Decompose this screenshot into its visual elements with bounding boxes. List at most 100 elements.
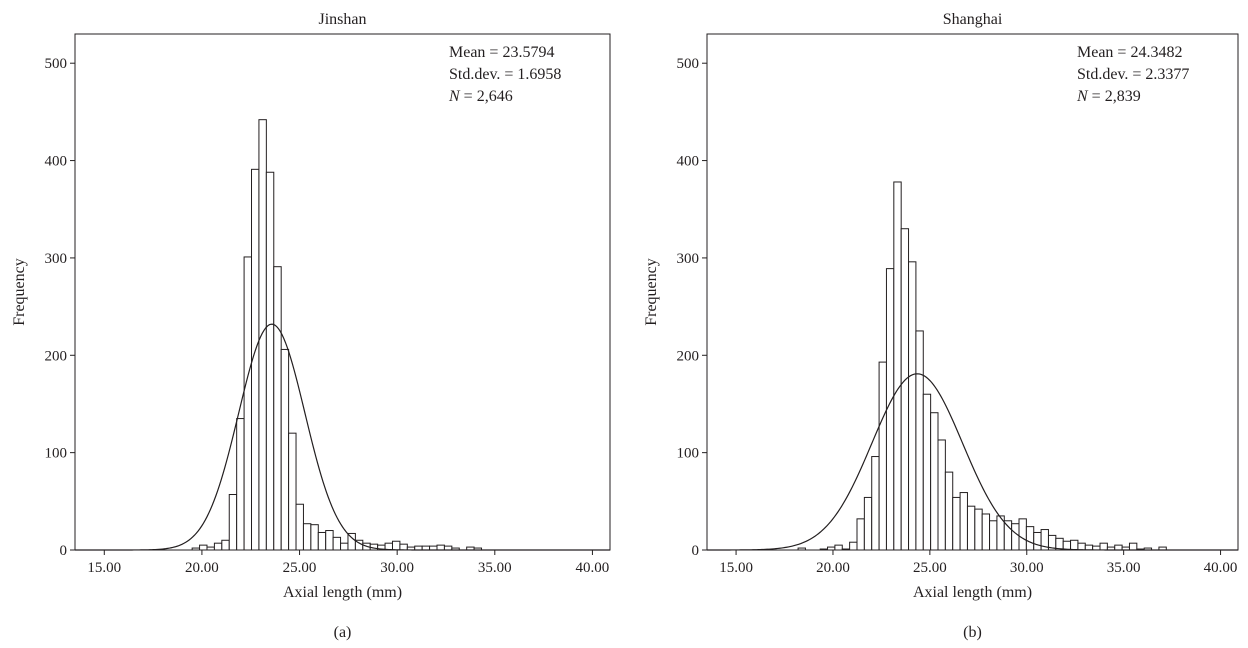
y-axis-label: Frequency: [643, 258, 660, 326]
stats-n-value: = 2,839: [1088, 88, 1141, 105]
y-axis-label: Frequency: [11, 258, 28, 326]
histogram-bar: [213, 542, 223, 551]
histogram-bar: [1011, 523, 1020, 551]
histogram-bar: [878, 361, 887, 551]
histogram-bar: [340, 542, 349, 551]
histogram-bar: [436, 544, 445, 551]
y-tick-label: 300: [677, 251, 700, 267]
histogram-bar: [849, 541, 858, 551]
stats-n-value: = 2,646: [460, 88, 513, 105]
y-tick-label: 200: [677, 348, 700, 364]
histogram-bar: [302, 523, 312, 551]
histogram-bar: [871, 456, 880, 551]
histogram-bar: [952, 496, 961, 551]
x-tick-label: 40.00: [576, 560, 610, 576]
x-axis-label: Axial length (mm): [913, 584, 1032, 601]
y-tick-label: 200: [45, 348, 68, 364]
histogram-bar: [930, 412, 939, 551]
x-tick-label: 35.00: [478, 560, 512, 576]
stats-n: N = 2,646: [448, 88, 513, 105]
panel-b: 0 100 200 300 400 500 15.00 20.00 25.00 30.00 35.0…: [643, 11, 1239, 641]
histogram-bar: [221, 539, 230, 551]
histogram-bar: [1003, 520, 1013, 551]
histogram-bars: [191, 119, 483, 551]
y-tick-label: 400: [45, 154, 68, 170]
x-tick-label: 30.00: [1010, 560, 1044, 576]
histogram-bar: [944, 471, 954, 551]
histogram-bar: [399, 543, 408, 551]
x-tick-label: 40.00: [1204, 560, 1238, 576]
x-tick-label: 30.00: [380, 560, 414, 576]
histogram-bar: [288, 432, 297, 551]
x-tick-label: 15.00: [719, 560, 753, 576]
histogram-bar: [1128, 542, 1138, 551]
histogram-bar: [273, 266, 282, 551]
histogram-bar: [325, 530, 334, 551]
histogram-bar: [295, 503, 304, 551]
histogram-bar: [265, 171, 275, 551]
histogram-bar: [981, 513, 991, 551]
y-tick-label: 100: [45, 446, 68, 462]
histogram-bar: [893, 181, 902, 551]
stats-mean: Mean = 24.3482: [1077, 44, 1182, 61]
normal-curve: [75, 323, 610, 551]
stats-sd: Std.dev. = 2.3377: [1077, 66, 1189, 83]
histogram-bar: [243, 256, 253, 551]
histogram-bar: [310, 524, 319, 551]
histogram-bar: [199, 544, 208, 551]
panel-label: (b): [963, 624, 982, 641]
histogram-bar: [915, 330, 924, 551]
histogram-bar: [1114, 544, 1123, 551]
y-tick-label: 500: [45, 56, 68, 72]
histogram-bar: [863, 496, 873, 551]
chart-title: Jinshan: [319, 11, 367, 28]
stats-n-symbol: N: [448, 88, 461, 105]
y-tick-label: 100: [677, 446, 700, 462]
histogram-bar: [885, 268, 895, 551]
histogram-bar: [922, 393, 932, 551]
y-tick-label: 400: [677, 154, 700, 170]
plot-frame: [74, 33, 611, 551]
panel-a: 0 100 200 300 400 500 15.00 20.00 25.00 30.00 35.0…: [11, 11, 611, 641]
plot-frame: [706, 33, 1239, 551]
histogram-bar: [1099, 542, 1108, 551]
histogram-bar: [228, 494, 238, 551]
histogram-bar: [317, 531, 327, 551]
histogram-bar: [1025, 526, 1035, 551]
histogram-bar: [1070, 539, 1079, 551]
histogram-bar: [1077, 542, 1086, 551]
histogram-bar: [856, 518, 865, 551]
x-tick-label: 20.00: [816, 560, 850, 576]
histogram-bar: [834, 544, 843, 551]
histogram-bar: [937, 439, 946, 551]
histogram-bar: [258, 119, 267, 551]
stats-n: N = 2,839: [1076, 88, 1141, 105]
y-tick-label: 0: [60, 543, 68, 559]
histogram-bar: [974, 508, 983, 551]
histogram-bar: [989, 520, 998, 551]
x-tick-label: 20.00: [185, 560, 219, 576]
histogram-bar: [332, 536, 342, 551]
x-tick-label: 35.00: [1107, 560, 1141, 576]
histogram-bar: [236, 418, 245, 551]
x-axis-label: Axial length (mm): [283, 584, 402, 601]
histogram-bars: [797, 181, 1167, 551]
y-tick-label: 300: [45, 251, 68, 267]
panel-label: (a): [334, 624, 352, 641]
stats-sd: Std.dev. = 1.6958: [449, 66, 561, 83]
histogram-bar: [1018, 518, 1027, 551]
chart-title: Shanghai: [943, 11, 1003, 28]
histogram-bar: [391, 540, 401, 551]
stats-n-symbol: N: [1076, 88, 1089, 105]
histogram-bar: [1033, 531, 1042, 551]
x-tick-label: 25.00: [913, 560, 947, 576]
histogram-bar: [959, 492, 968, 551]
y-tick-label: 500: [677, 56, 700, 72]
x-tick-label: 15.00: [87, 560, 121, 576]
histogram-bar: [908, 261, 917, 551]
histogram-bar: [280, 348, 290, 551]
histogram-bar: [966, 505, 976, 551]
x-tick-label: 25.00: [283, 560, 317, 576]
stats-mean: Mean = 23.5794: [449, 44, 554, 61]
